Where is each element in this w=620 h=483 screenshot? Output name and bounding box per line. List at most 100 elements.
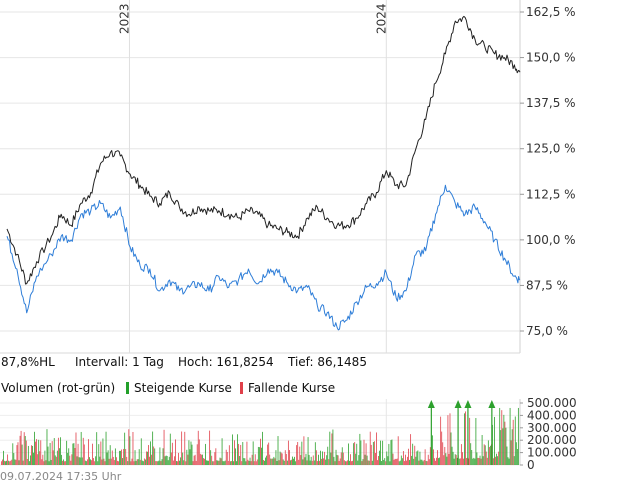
- volume-bar: [48, 461, 50, 465]
- volume-bar: [511, 429, 513, 465]
- volume-bar: [429, 447, 431, 465]
- volume-bar: [499, 407, 501, 465]
- volume-bar: [184, 431, 186, 465]
- volume-bar: [223, 461, 225, 465]
- volume-bar: [17, 442, 19, 465]
- volume-bar: [305, 453, 307, 465]
- volume-bar: [290, 460, 291, 465]
- volume-bar: [215, 448, 217, 465]
- volume-bar: [442, 442, 444, 465]
- volume-bar: [452, 451, 454, 465]
- volume-bar: [354, 442, 356, 465]
- volume-bar: [182, 452, 184, 465]
- volume-bar: [213, 461, 215, 465]
- volume-bar: [476, 452, 478, 465]
- volume-bar: [482, 456, 484, 465]
- volume-bar: [414, 445, 416, 465]
- volume-bar: [362, 459, 364, 465]
- volume-bar: [314, 442, 316, 465]
- volume-bar: [236, 461, 237, 465]
- volume-bar: [187, 454, 189, 465]
- volume-bar: [8, 460, 10, 465]
- volume-bar: [31, 445, 32, 465]
- volume-bar: [247, 459, 249, 465]
- volume-bar: [415, 456, 417, 465]
- volume-bar: [28, 461, 30, 465]
- volume-bar: [455, 454, 457, 465]
- volume-bar: [484, 445, 486, 465]
- volume-bar: [352, 460, 353, 465]
- volume-bar: [154, 448, 156, 465]
- volume-bar: [409, 459, 410, 465]
- volume-bar: [171, 442, 173, 465]
- volume-bar: [412, 443, 414, 465]
- volume-bar: [440, 416, 442, 465]
- volume-bar: [402, 451, 404, 465]
- volume-bar: [398, 461, 400, 465]
- volume-bar: [170, 452, 172, 465]
- volume-bar: [462, 452, 463, 465]
- volume-bar: [92, 443, 93, 465]
- volume-bar: [377, 460, 378, 465]
- volume-bar: [370, 444, 372, 465]
- volume-bar: [276, 460, 278, 465]
- volume-bar: [318, 454, 319, 465]
- volume-bar: [454, 454, 456, 465]
- volume-bar: [27, 445, 29, 465]
- volume-bar: [125, 449, 127, 465]
- volume-bar: [278, 460, 280, 465]
- volume-bar: [446, 456, 448, 465]
- volume-bar: [371, 460, 373, 465]
- volume-bar: [222, 461, 224, 465]
- volume-bar: [200, 454, 202, 465]
- volume-bar: [203, 458, 204, 465]
- volume-bar: [349, 460, 350, 465]
- volume-bar: [296, 445, 298, 465]
- volume-bar: [108, 458, 110, 465]
- volume-bar: [57, 437, 59, 465]
- volume-bar: [147, 451, 148, 465]
- volume-bar: [73, 443, 75, 465]
- volume-bar: [367, 460, 369, 465]
- volume-bar: [325, 459, 327, 465]
- volume-bar: [331, 433, 333, 465]
- volume-bar: [76, 456, 78, 465]
- volume-bar: [337, 455, 339, 465]
- volume-bar: [132, 431, 134, 465]
- volume-bar: [381, 461, 383, 465]
- volume-bar: [14, 459, 16, 465]
- volume-bar: [355, 453, 357, 465]
- volume-bar: [22, 460, 24, 465]
- volume-bar: [405, 454, 406, 465]
- volume-bar: [418, 460, 420, 465]
- volume-bar: [41, 459, 43, 465]
- volume-bar: [153, 446, 155, 465]
- volume-bar: [336, 454, 338, 465]
- volume-bar: [209, 430, 211, 465]
- volume-bar: [243, 458, 245, 465]
- timestamp: 09.07.2024 17:35 Uhr: [0, 470, 122, 483]
- volume-bar: [493, 458, 494, 465]
- volume-bar: [9, 461, 11, 465]
- volume-bar: [479, 455, 481, 465]
- volume-bar: [199, 453, 201, 465]
- volume-bar: [135, 460, 137, 465]
- volume-bar: [473, 457, 475, 465]
- volume-bar: [216, 460, 218, 465]
- volume-bar: [163, 429, 165, 465]
- volume-bar: [281, 453, 283, 465]
- volume-bar: [161, 459, 163, 465]
- volume-bar: [268, 442, 270, 465]
- volume-bar: [44, 450, 46, 465]
- price-line-blue: [6, 184, 521, 331]
- volume-bar: [122, 458, 124, 465]
- volume-bar: [390, 440, 392, 465]
- volume-bar: [2, 459, 3, 465]
- volume-bar: [20, 430, 22, 465]
- volume-tick-label: 300.000: [527, 421, 577, 435]
- volume-bar: [393, 459, 395, 465]
- volume-bar: [395, 459, 397, 465]
- volume-bar: [159, 447, 161, 465]
- volume-bar: [230, 461, 232, 465]
- volume-bar: [498, 451, 500, 465]
